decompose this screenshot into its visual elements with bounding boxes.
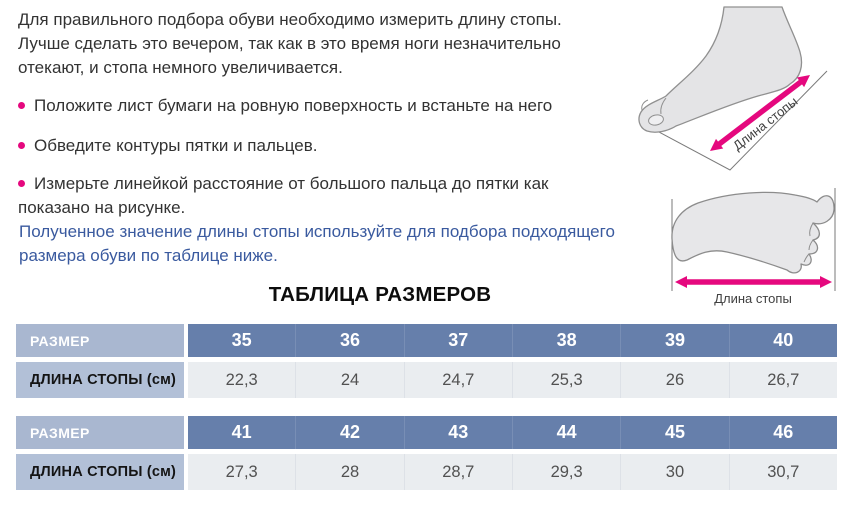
toe-crease: [641, 99, 649, 111]
arrowhead: [796, 75, 810, 88]
size-value: 35: [188, 324, 296, 357]
size-value: 40: [728, 324, 837, 357]
length-value: 26: [620, 362, 729, 398]
length-row: ДЛИНА СТОПЫ (см) 22,3 24 24,7 25,3 26 26…: [16, 362, 837, 398]
size-header-row: РАЗМЕР 41 42 43 44 45 46: [16, 416, 837, 449]
instruction-step-text: Измерьте линейкой расстояние от большого…: [18, 174, 549, 217]
bullet-icon: [18, 102, 25, 109]
size-value: 38: [511, 324, 621, 357]
arrowhead: [820, 276, 832, 288]
instruction-step-3: Измерьте линейкой расстояние от большого…: [18, 172, 648, 220]
size-table-35-40: РАЗМЕР 35 36 37 38 39 40 ДЛИНА СТОПЫ (см…: [16, 324, 837, 398]
toe-crease: [660, 97, 667, 115]
arrowhead: [710, 138, 724, 151]
size-table-41-46: РАЗМЕР 41 42 43 44 45 46 ДЛИНА СТОПЫ (см…: [16, 416, 837, 490]
size-value: 46: [728, 416, 837, 449]
length-value: 24: [295, 362, 404, 398]
size-value: 41: [188, 416, 296, 449]
size-value: 44: [511, 416, 621, 449]
foot-side-illustration: Длина стопы: [638, 6, 828, 171]
instruction-step-text: Положите лист бумаги на ровную поверхнос…: [34, 96, 553, 115]
length-value: 27,3: [188, 454, 296, 490]
length-value: 28,7: [403, 454, 512, 490]
instruction-step-1: Положите лист бумаги на ровную поверхнос…: [18, 94, 648, 118]
length-row: ДЛИНА СТОПЫ (см) 27,3 28 28,7 29,3 30 30…: [16, 454, 837, 490]
length-value: 22,3: [188, 362, 296, 398]
intro-paragraph: Для правильного подбора обуви необходимо…: [18, 10, 562, 77]
size-value: 43: [403, 416, 512, 449]
size-row-label: РАЗМЕР: [16, 324, 184, 357]
size-table-title: ТАБЛИЦА РАЗМЕРОВ: [268, 283, 492, 306]
foot-shape: [638, 6, 803, 133]
length-row-label: ДЛИНА СТОПЫ (см): [16, 454, 184, 490]
bullet-icon: [18, 142, 25, 149]
length-value: 30,7: [728, 454, 837, 490]
instruction-step-text: Обведите контуры пятки и пальцев.: [34, 136, 318, 155]
size-row-label: РАЗМЕР: [16, 416, 184, 449]
instruction-step-2: Обведите контуры пятки и пальцев.: [18, 134, 648, 158]
sole-shape: [671, 191, 835, 274]
toe-crease: [808, 239, 814, 251]
length-value: 25,3: [511, 362, 621, 398]
length-row-label: ДЛИНА СТОПЫ (см): [16, 362, 184, 398]
toe-crease: [809, 222, 814, 237]
note-paragraph: Полученное значение длины стопы использу…: [19, 222, 615, 265]
length-value: 24,7: [403, 362, 512, 398]
bullet-icon: [18, 180, 25, 187]
size-header-row: РАЗМЕР 35 36 37 38 39 40: [16, 324, 837, 357]
length-value: 28: [295, 454, 404, 490]
toenail-icon: [648, 114, 664, 126]
size-value: 36: [295, 324, 404, 357]
length-value: 30: [620, 454, 729, 490]
foot-length-label: Длина стопы: [714, 291, 792, 306]
foot-sole-illustration: Длина стопы: [671, 188, 836, 306]
ground-line: [643, 70, 828, 171]
size-value: 39: [620, 324, 729, 357]
size-value: 45: [620, 416, 729, 449]
arrowhead: [675, 276, 687, 288]
measure-arrow: [716, 78, 804, 148]
size-value: 42: [295, 416, 404, 449]
foot-length-label: Длина стопы: [730, 94, 800, 154]
length-value: 29,3: [511, 454, 621, 490]
toe-crease: [803, 253, 810, 263]
size-value: 37: [403, 324, 512, 357]
length-value: 26,7: [728, 362, 837, 398]
